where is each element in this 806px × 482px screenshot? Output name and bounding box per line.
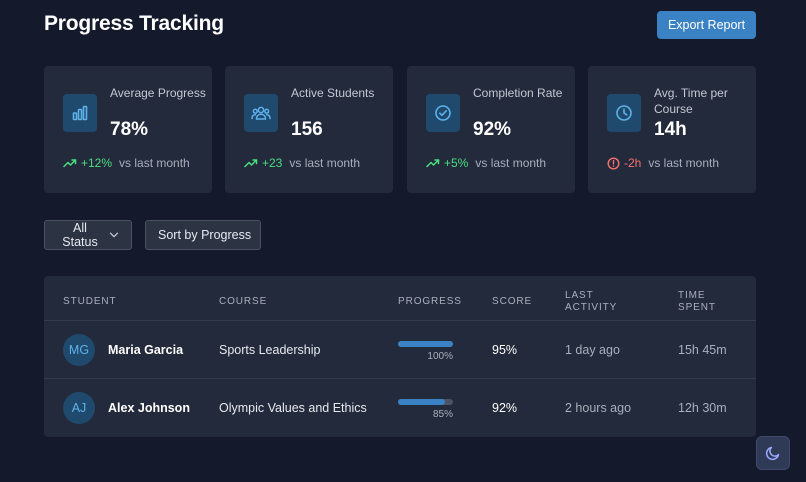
stat-trend: +12% vs last month — [63, 156, 190, 170]
column-header-time-spent: TIME SPENT — [678, 290, 716, 313]
last-activity: 1 day ago — [565, 343, 620, 357]
avatar: MG — [63, 334, 95, 366]
student-name: Maria Garcia — [108, 343, 184, 357]
stat-card-average-progress: Average Progress 78% +12% vs last month — [44, 66, 212, 193]
time-spent: 15h 45m — [678, 343, 727, 357]
stat-card-avg-time: Avg. Time per Course 14h -2h vs last mon… — [588, 66, 756, 193]
stat-trend: -2h vs last month — [607, 156, 719, 170]
stat-value: 14h — [654, 119, 687, 140]
last-activity: 2 hours ago — [565, 401, 632, 415]
course-name: Sports Leadership — [219, 343, 321, 357]
column-header-progress: PROGRESS — [398, 296, 462, 307]
progress-bar — [398, 399, 453, 405]
stat-value: 78% — [110, 119, 149, 140]
table-row[interactable]: MG Maria Garcia Sports Leadership 100% 9… — [44, 320, 756, 378]
page-title: Progress Tracking — [44, 12, 224, 35]
trending-up-icon — [244, 158, 258, 168]
stat-value: 156 — [291, 119, 323, 140]
score: 95% — [492, 343, 518, 357]
bar-chart-icon — [63, 94, 97, 132]
trending-up-icon — [426, 158, 440, 168]
avatar: AJ — [63, 392, 95, 424]
score: 92% — [492, 401, 518, 415]
theme-toggle-button[interactable] — [756, 436, 790, 470]
progress-percent: 85% — [432, 409, 453, 420]
stat-compare: vs last month — [119, 156, 190, 170]
table-row[interactable]: AJ Alex Johnson Olympic Values and Ethic… — [44, 378, 756, 436]
progress-bar-fill — [398, 341, 453, 347]
status-filter-label: All Status — [62, 221, 98, 249]
moon-icon — [765, 445, 781, 461]
progress-bar — [398, 341, 453, 347]
progress-bar-fill — [398, 399, 445, 405]
stat-trend: +23 vs last month — [244, 156, 360, 170]
stat-card-completion-rate: Completion Rate 92% +5% vs last month — [407, 66, 575, 193]
stat-compare: vs last month — [475, 156, 547, 170]
stat-compare: vs last month — [648, 156, 720, 170]
progress-percent: 100% — [427, 351, 453, 362]
time-spent: 12h 30m — [678, 401, 727, 415]
stat-card-active-students: Active Students 156 +23 vs last month — [225, 66, 393, 193]
stat-label: Completion Rate — [473, 86, 563, 100]
course-name: Olympic Values and Ethics — [219, 401, 367, 415]
check-circle-icon — [426, 94, 460, 132]
stat-change: +5% — [444, 156, 469, 170]
stat-change: -2h — [624, 156, 642, 170]
column-header-last-activity: LAST ACTIVITY — [565, 290, 618, 313]
column-header-score: SCORE — [492, 296, 533, 307]
stat-trend: +5% vs last month — [426, 156, 546, 170]
stat-change: +23 — [262, 156, 283, 170]
column-header-course: COURSE — [219, 296, 268, 307]
export-report-button[interactable]: Export Report — [657, 11, 756, 39]
stat-compare: vs last month — [289, 156, 361, 170]
sort-label: Sort by Progress — [158, 228, 252, 242]
stat-change: +12% — [81, 156, 113, 170]
stat-label: Avg. Time per Course — [654, 86, 728, 116]
clock-icon — [607, 94, 641, 132]
alert-circle-icon — [607, 156, 620, 170]
stat-value: 92% — [473, 119, 512, 140]
stat-label: Active Students — [291, 86, 375, 100]
student-name: Alex Johnson — [108, 401, 190, 415]
sort-select[interactable]: Sort by Progress — [145, 220, 261, 250]
status-filter-select[interactable]: All Status — [44, 220, 132, 250]
column-header-student: STUDENT — [63, 296, 117, 307]
users-icon — [244, 94, 278, 132]
stat-label: Average Progress — [110, 86, 206, 100]
chevron-down-icon — [109, 232, 119, 238]
trending-up-icon — [63, 158, 77, 168]
student-progress-table: STUDENT COURSE PROGRESS SCORE LAST ACTIV… — [44, 276, 756, 437]
